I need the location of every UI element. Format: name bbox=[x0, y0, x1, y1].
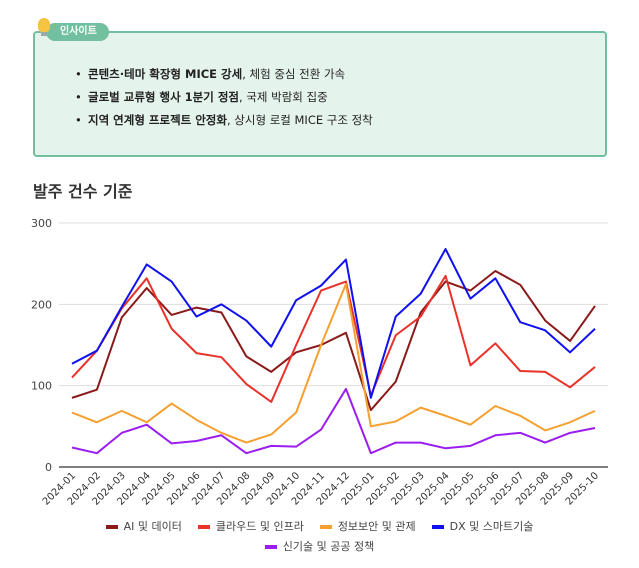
legend-label: AI 및 데이터 bbox=[123, 520, 182, 533]
legend-item: 정보보안 및 관제 bbox=[319, 518, 416, 534]
lightbulb-icon bbox=[38, 18, 50, 36]
legend-swatch bbox=[105, 525, 118, 529]
series-line bbox=[71, 283, 596, 444]
section-title: 발주 건수 기준 bbox=[33, 182, 133, 201]
y-tick-label: 300 bbox=[31, 217, 52, 230]
legend-label: 정보보안 및 관제 bbox=[337, 520, 416, 533]
series-line bbox=[71, 274, 596, 403]
legend-swatch bbox=[264, 545, 277, 549]
insight-list: 콘텐츠·테마 확장형 MICE 강세, 체험 중심 전환 가속 글로벌 교류형 … bbox=[71, 63, 373, 132]
insight-item: 글로벌 교류형 행사 1분기 정점, 국제 박람회 집중 bbox=[71, 86, 373, 109]
legend: AI 및 데이터 클라우드 및 인프라 정보보안 및 관제 DX 및 스마트기술 bbox=[0, 518, 639, 534]
series-line bbox=[71, 248, 596, 399]
legend-swatch bbox=[431, 525, 444, 529]
legend-label: 신기술 및 공공 정책 bbox=[282, 540, 375, 553]
legend-label: DX 및 스마트기술 bbox=[449, 520, 534, 533]
legend-swatch bbox=[197, 525, 210, 529]
insight-item: 지역 연계형 프로젝트 안정화, 상시형 로컬 MICE 구조 정착 bbox=[71, 109, 373, 132]
legend-item: DX 및 스마트기술 bbox=[431, 518, 534, 534]
insight-badge: 인사이트 bbox=[46, 23, 109, 41]
insight-item: 콘텐츠·테마 확장형 MICE 강세, 체험 중심 전환 가속 bbox=[71, 63, 373, 86]
series-line bbox=[71, 269, 596, 412]
y-tick-label: 200 bbox=[31, 298, 52, 311]
insight-box: 콘텐츠·테마 확장형 MICE 강세, 체험 중심 전환 가속 글로벌 교류형 … bbox=[33, 31, 607, 157]
legend-label: 클라우드 및 인프라 bbox=[215, 520, 304, 533]
legend-item: AI 및 데이터 bbox=[105, 518, 182, 534]
series-line bbox=[71, 387, 596, 455]
legend-swatch bbox=[319, 525, 332, 529]
legend-item: 클라우드 및 인프라 bbox=[197, 518, 304, 534]
legend-row-2: 신기술 및 공공 정책 bbox=[0, 538, 639, 554]
legend-item: 신기술 및 공공 정책 bbox=[264, 538, 375, 554]
y-tick-label: 100 bbox=[31, 380, 52, 393]
y-tick-label: 0 bbox=[45, 461, 52, 474]
